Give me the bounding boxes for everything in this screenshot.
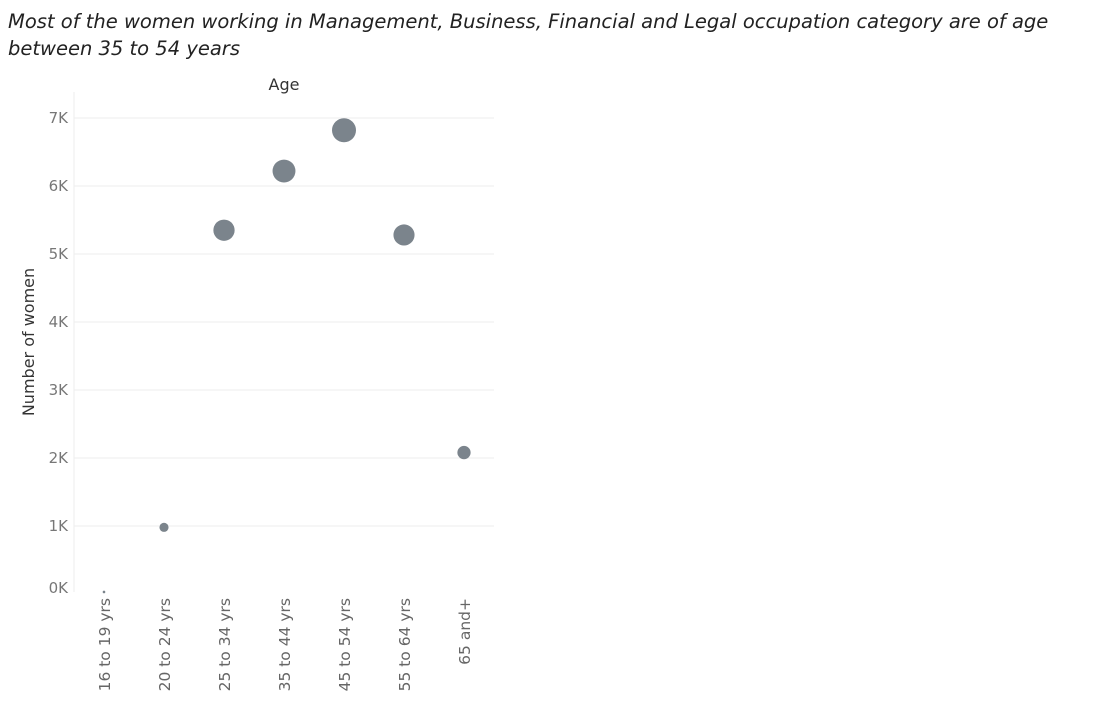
x-tick-label: 20 to 24 yrs <box>156 598 174 691</box>
y-tick-label: 2K <box>49 449 70 467</box>
y-tick-label: 3K <box>49 381 70 399</box>
data-point <box>393 224 415 246</box>
gridlines <box>74 117 494 527</box>
y-axis-title: Number of women <box>19 268 38 416</box>
y-tick-label: 6K <box>49 177 70 195</box>
y-tick-label: 0K <box>49 579 70 597</box>
data-point <box>213 219 235 241</box>
x-ticks: 16 to 19 yrs 20 to 24 yrs 25 to 34 yrs 35 t… <box>96 598 474 691</box>
x-tick-label: 35 to 44 yrs <box>276 598 294 691</box>
x-tick-label: 25 to 34 yrs <box>216 598 234 691</box>
data-point <box>102 590 106 594</box>
y-tick-label: 5K <box>49 245 70 263</box>
x-tick-label: 55 to 64 yrs <box>396 598 414 691</box>
data-point <box>272 159 296 183</box>
data-point <box>457 445 471 460</box>
x-tick-label: 16 to 19 yrs <box>96 598 114 691</box>
y-tick-label: 1K <box>49 517 70 535</box>
column-header: Age <box>269 75 300 94</box>
y-tick-label: 4K <box>49 313 70 331</box>
data-points <box>102 118 471 594</box>
data-point <box>332 118 356 143</box>
x-tick-label: 65 and+ <box>456 598 474 665</box>
chart-title: Most of the women working in Management,… <box>8 10 1049 60</box>
y-tick-label: 7K <box>49 109 70 127</box>
data-point <box>159 522 169 532</box>
x-tick-label: 45 to 54 yrs <box>336 598 354 691</box>
y-ticks: 0K 1K 2K 3K 4K 5K 6K 7K <box>49 109 70 597</box>
